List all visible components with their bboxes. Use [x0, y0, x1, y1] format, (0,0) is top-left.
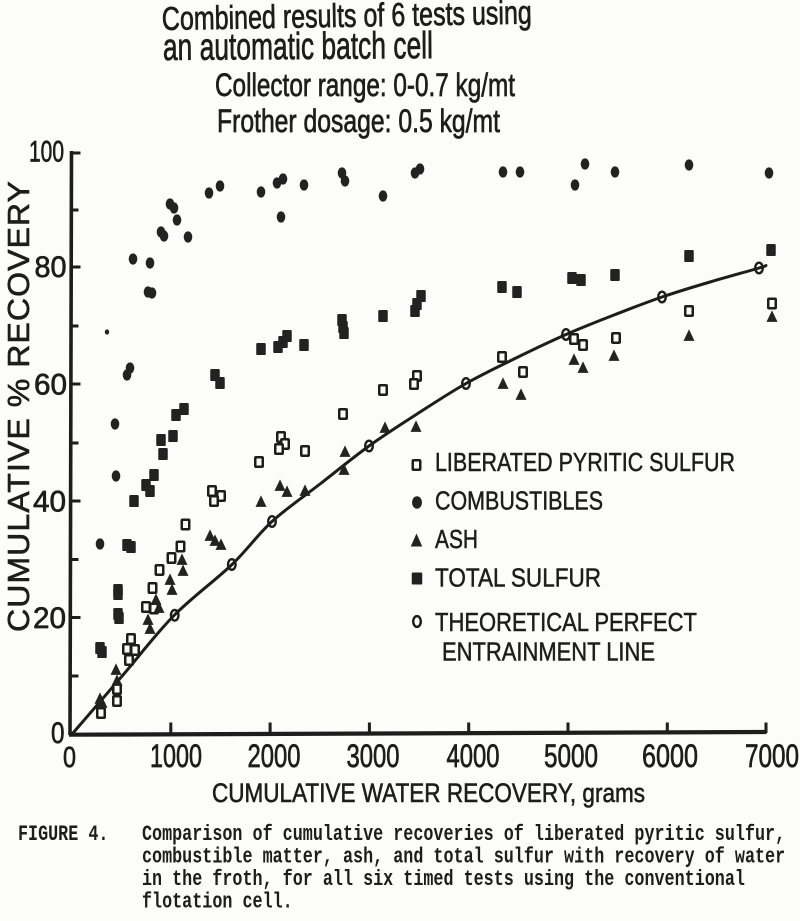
- svg-text:0: 0: [51, 717, 65, 750]
- svg-text:TOTAL SULFUR: TOTAL SULFUR: [435, 563, 601, 593]
- svg-text:THEORETICAL PERFECT: THEORETICAL PERFECT: [435, 607, 697, 637]
- svg-text:3000: 3000: [347, 738, 400, 774]
- svg-text:1000: 1000: [150, 738, 202, 774]
- svg-text:2000: 2000: [248, 738, 301, 774]
- svg-text:6000: 6000: [642, 738, 698, 774]
- svg-text:4000: 4000: [447, 738, 500, 774]
- svg-text:Collector range: 0-0.7 kg/mt: Collector range: 0-0.7 kg/mt: [215, 67, 515, 103]
- svg-text:CUMULATIVE WATER RECOVERY, gra: CUMULATIVE WATER RECOVERY, grams: [212, 778, 645, 808]
- svg-text:combustible matter, ash, and t: combustible matter, ash, and total sulfu…: [142, 844, 785, 869]
- svg-text:CUMULATIVE % RECOVERY: CUMULATIVE % RECOVERY: [1, 180, 36, 632]
- svg-text:5000: 5000: [544, 738, 598, 774]
- svg-text:40: 40: [33, 486, 66, 519]
- svg-text:100: 100: [29, 136, 64, 169]
- svg-text:Comparison of cumulative recov: Comparison of cumulative recoveries of l…: [142, 822, 785, 847]
- svg-text:7000: 7000: [745, 738, 799, 774]
- svg-text:20: 20: [33, 602, 66, 635]
- svg-text:60: 60: [34, 369, 67, 402]
- svg-text:in the froth, for all six time: in the froth, for all six timed tests us…: [142, 867, 745, 892]
- svg-text:LIBERATED PYRITIC SULFUR: LIBERATED PYRITIC SULFUR: [435, 447, 735, 477]
- svg-text:80: 80: [35, 251, 67, 284]
- svg-text:0: 0: [63, 742, 76, 774]
- svg-text:Combined results of 6 tests us: Combined results of 6 tests using: [161, 0, 532, 37]
- svg-text:an automatic batch cell: an automatic batch cell: [163, 25, 433, 69]
- svg-text:ASH: ASH: [435, 524, 478, 554]
- svg-text:COMBUSTIBLES: COMBUSTIBLES: [435, 486, 603, 516]
- svg-text:Frother dosage: 0.5 kg/mt: Frother dosage: 0.5 kg/mt: [217, 103, 500, 139]
- svg-text:FIGURE 4.: FIGURE 4.: [18, 822, 108, 847]
- svg-text:flotation cell.: flotation cell.: [142, 889, 293, 914]
- svg-text:ENTRAINMENT LINE: ENTRAINMENT LINE: [442, 637, 655, 667]
